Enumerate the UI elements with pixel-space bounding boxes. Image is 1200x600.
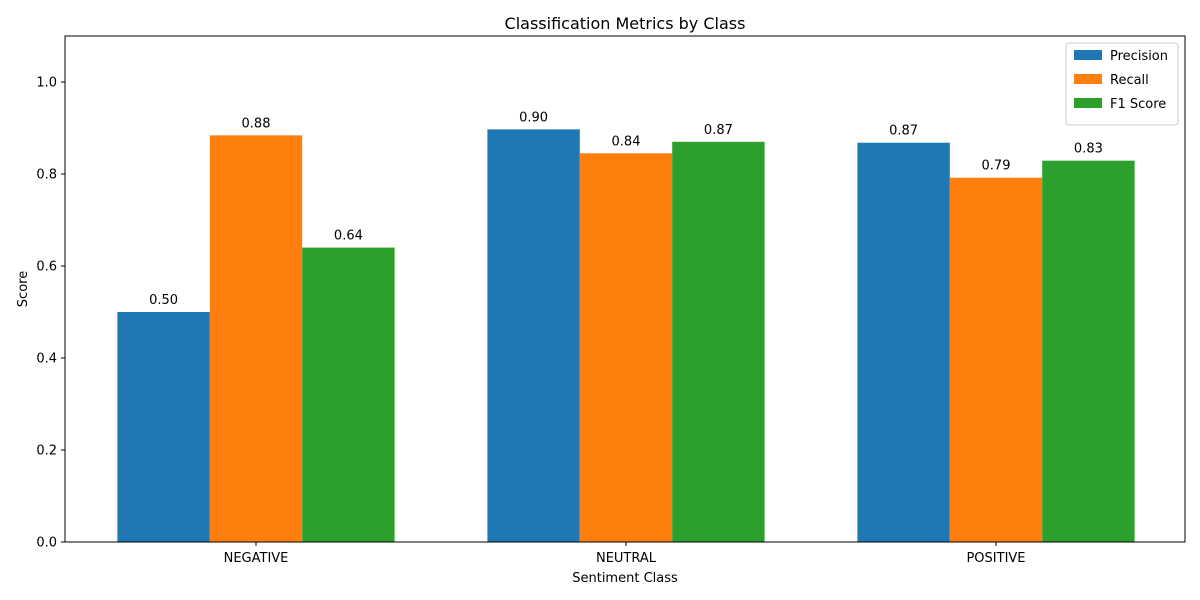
data-label-f1-score-neutral: 0.87 — [704, 123, 733, 138]
legend-swatch-f1-score — [1074, 98, 1102, 108]
bar-precision-neutral — [487, 129, 580, 542]
bar-recall-positive — [949, 177, 1043, 542]
y-tick-label: 0.6 — [36, 260, 57, 275]
legend-label-recall: Recall — [1110, 73, 1149, 88]
y-tick-label: 0.2 — [36, 444, 57, 459]
y-tick-label: 0.4 — [36, 352, 57, 367]
y-tick-label: 1.0 — [36, 76, 57, 91]
bar-f1-score-negative — [302, 247, 395, 542]
y-axis-label: Score — [16, 271, 31, 307]
bar-recall-neutral — [579, 153, 673, 543]
bar-f1-score-positive — [1042, 160, 1135, 542]
bar-f1-score-neutral — [672, 141, 765, 543]
x-tick-label: NEGATIVE — [224, 551, 289, 566]
axes-layer: 0.0 0.2 0.4 0.6 0.8 1.0 NEGATIVE NEUTRAL POSITIV… — [36, 35, 1186, 566]
data-labels-layer: 0.50 0.90 0.87 0.88 0.84 0.79 0.64 0.87 0.83 — [149, 110, 1103, 308]
x-tick-label: NEUTRAL — [596, 551, 657, 566]
data-label-precision-positive: 0.87 — [889, 124, 918, 139]
data-label-f1-score-positive: 0.83 — [1074, 142, 1103, 157]
x-tick-label: POSITIVE — [966, 551, 1025, 566]
data-label-recall-positive: 0.79 — [982, 159, 1011, 174]
legend: Precision Recall F1 Score — [1065, 42, 1179, 126]
bars-layer — [117, 129, 1135, 543]
legend-label-precision: Precision — [1110, 49, 1168, 64]
y-tick-label: 0.0 — [36, 536, 57, 551]
data-label-precision-neutral: 0.90 — [519, 110, 548, 125]
data-label-recall-neutral: 0.84 — [612, 134, 641, 149]
bar-precision-positive — [857, 142, 950, 542]
x-axis-label: Sentiment Class — [572, 571, 678, 586]
legend-swatch-recall — [1074, 74, 1102, 84]
data-label-recall-negative: 0.88 — [242, 116, 271, 131]
data-label-precision-negative: 0.50 — [149, 293, 178, 308]
data-label-f1-score-negative: 0.64 — [334, 229, 363, 244]
y-tick-label: 0.8 — [36, 168, 57, 183]
bar-precision-negative — [117, 312, 210, 542]
plot-frame — [64, 35, 1186, 543]
bar-recall-negative — [209, 135, 303, 543]
legend-label-f1-score: F1 Score — [1110, 97, 1166, 112]
legend-swatch-precision — [1074, 50, 1102, 60]
chart-title: Classification Metrics by Class — [505, 14, 746, 33]
